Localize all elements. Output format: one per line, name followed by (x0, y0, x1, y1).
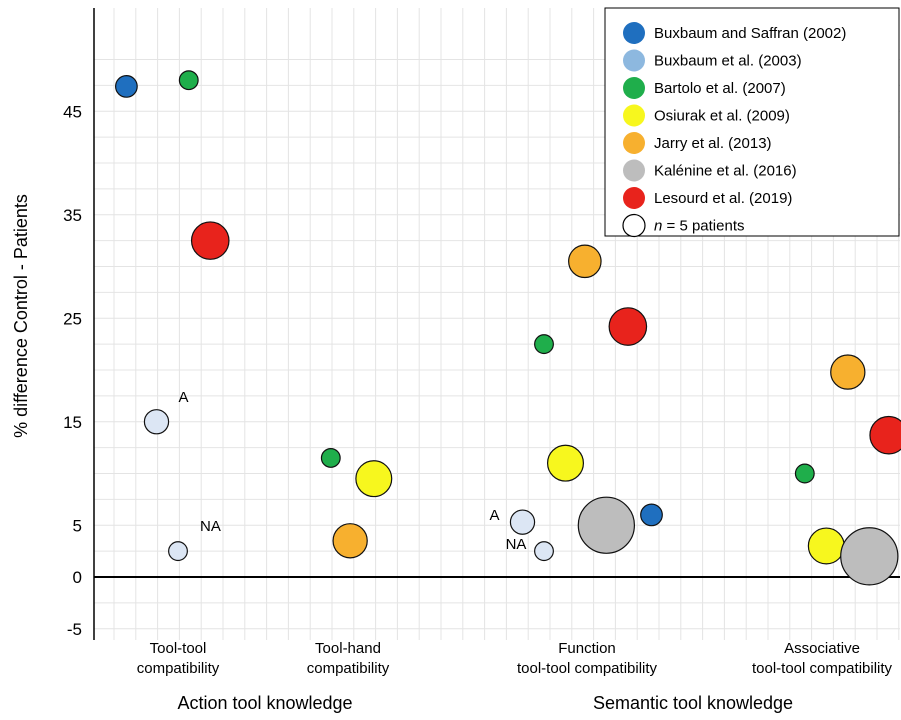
bubble-point (546, 444, 585, 482)
bubble-point (534, 334, 554, 355)
y-tick-label: 15 (63, 413, 82, 432)
bubble-point (869, 415, 901, 455)
category-label-line1: Tool-tool (150, 640, 207, 657)
legend-swatch (623, 22, 645, 44)
bubbles: A NA A NA (114, 70, 901, 586)
legend-size-swatch (622, 213, 646, 238)
group-label: Semantic tool knowledge (593, 693, 793, 713)
legend-entry-label: Osiurak et al. (2009) (654, 108, 790, 125)
bubble-point (178, 70, 199, 91)
y-axis-label: % difference Control - Patients (11, 194, 31, 438)
bubble-point (509, 509, 536, 535)
point-annotation: A (179, 389, 189, 406)
legend-box (604, 7, 900, 237)
bubble-point (320, 448, 341, 468)
y-tick-label: 25 (63, 309, 82, 328)
legend-swatch (623, 187, 645, 209)
bubble-point (114, 75, 138, 98)
point-annotation: NA (506, 536, 527, 553)
y-tick-label: 35 (63, 206, 82, 225)
group-label: Action tool knowledge (177, 693, 352, 713)
group-labels: Action tool knowledge Semantic tool knowl… (177, 693, 793, 713)
legend-swatch (623, 159, 645, 182)
legend-entry-label: Bartolo et al. (2007) (654, 80, 786, 97)
bubble-point (143, 409, 170, 435)
bubble-point (640, 503, 663, 527)
point-annotation: NA (200, 518, 221, 535)
bubble-point (568, 244, 602, 279)
category-label-line1: Tool-hand (315, 640, 381, 657)
point-annotation: A (489, 507, 499, 524)
y-tick-label: 0 (73, 568, 82, 587)
bubble-point (794, 463, 815, 484)
category-label-line1: Function (558, 640, 616, 657)
legend-swatch (623, 104, 645, 127)
bubble-point (807, 527, 845, 565)
y-tick-label: 5 (73, 516, 82, 535)
category-label-line2: compatibility (137, 660, 220, 677)
y-tick-label: -5 (67, 620, 82, 639)
bubble-point (534, 541, 554, 562)
bubble-point (168, 541, 188, 562)
category-label-line2: tool-tool compatibility (752, 660, 893, 677)
legend-entry-label: Lesourd et al. (2019) (654, 190, 792, 207)
bubble-point (577, 496, 636, 554)
y-tick-label: 45 (63, 102, 82, 121)
legend-entry-label: Buxbaum et al. (2003) (654, 53, 802, 70)
category-label-line2: compatibility (307, 660, 390, 677)
legend-entry-label: Kalénine et al. (2016) (654, 163, 797, 180)
y-tick-labels: -5 0 5 15 25 35 45 (63, 102, 82, 639)
legend-swatch (623, 49, 645, 72)
legend-entry-label: Jarry et al. (2013) (654, 135, 772, 152)
axes (93, 8, 900, 640)
legend-swatch (623, 77, 645, 99)
bubble-point (830, 354, 866, 390)
bubble-point (608, 307, 648, 346)
legend: Buxbaum and Saffran (2002) Buxbaum et al.… (604, 7, 900, 238)
bubble-point (190, 221, 230, 260)
legend-size-label: n = 5 patients (654, 218, 745, 235)
bubble-point (332, 523, 368, 559)
bubble-point (840, 527, 899, 586)
category-labels: Tool-tool compatibility Tool-hand compatibi… (137, 640, 893, 677)
category-label-line2: tool-tool compatibility (517, 660, 658, 677)
legend-entry-label: Buxbaum and Saffran (2002) (654, 25, 846, 42)
bubble-point (355, 460, 393, 498)
legend-swatch (623, 132, 645, 154)
category-label-line1: Associative (784, 640, 860, 657)
